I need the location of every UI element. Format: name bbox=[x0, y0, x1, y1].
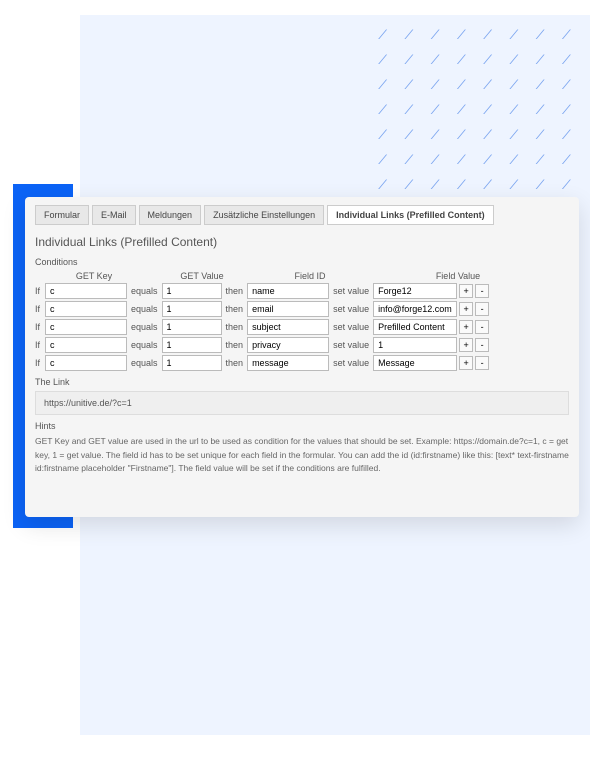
tab-formular[interactable]: Formular bbox=[35, 205, 89, 225]
label-then: then bbox=[226, 358, 244, 368]
add-row-button[interactable]: + bbox=[459, 284, 473, 298]
add-row-button[interactable]: + bbox=[459, 338, 473, 352]
tab-bar: Formular E-Mail Meldungen Zusätzliche Ei… bbox=[35, 205, 569, 225]
get-value-input[interactable] bbox=[162, 301, 222, 317]
remove-row-button[interactable]: - bbox=[475, 338, 489, 352]
get-key-input[interactable] bbox=[45, 319, 127, 335]
remove-row-button[interactable]: - bbox=[475, 302, 489, 316]
get-key-input[interactable] bbox=[45, 355, 127, 371]
label-equals: equals bbox=[131, 322, 158, 332]
header-get-key: GET Key bbox=[35, 271, 153, 281]
label-if: If bbox=[35, 358, 45, 368]
add-row-button[interactable]: + bbox=[459, 320, 473, 334]
hints-text: GET Key and GET value are used in the ur… bbox=[35, 435, 569, 476]
label-set-value: set value bbox=[333, 358, 369, 368]
remove-row-button[interactable]: - bbox=[475, 320, 489, 334]
label-set-value: set value bbox=[333, 304, 369, 314]
label-then: then bbox=[226, 286, 244, 296]
add-row-button[interactable]: + bbox=[459, 356, 473, 370]
label-if: If bbox=[35, 322, 45, 332]
get-value-input[interactable] bbox=[162, 283, 222, 299]
the-link-heading: The Link bbox=[35, 377, 569, 387]
label-if: If bbox=[35, 304, 45, 314]
label-set-value: set value bbox=[333, 286, 369, 296]
field-id-input[interactable] bbox=[247, 319, 329, 335]
field-value-input[interactable] bbox=[373, 283, 457, 299]
label-equals: equals bbox=[131, 304, 158, 314]
label-then: then bbox=[226, 304, 244, 314]
tab-email[interactable]: E-Mail bbox=[92, 205, 136, 225]
header-get-value: GET Value bbox=[153, 271, 251, 281]
conditions-heading: Conditions bbox=[35, 257, 569, 267]
get-key-input[interactable] bbox=[45, 283, 127, 299]
tab-additional[interactable]: Zusätzliche Einstellungen bbox=[204, 205, 324, 225]
add-row-button[interactable]: + bbox=[459, 302, 473, 316]
header-field-value: Field Value bbox=[399, 271, 517, 281]
remove-row-button[interactable]: - bbox=[475, 356, 489, 370]
condition-row: If equals then set value +- bbox=[35, 337, 569, 353]
get-value-input[interactable] bbox=[162, 355, 222, 371]
settings-panel: Formular E-Mail Meldungen Zusätzliche Ei… bbox=[25, 197, 579, 517]
condition-row: If equals then set value +- bbox=[35, 355, 569, 371]
condition-row: If equals then set value +- bbox=[35, 301, 569, 317]
get-value-input[interactable] bbox=[162, 319, 222, 335]
field-id-input[interactable] bbox=[247, 355, 329, 371]
label-then: then bbox=[226, 322, 244, 332]
label-then: then bbox=[226, 340, 244, 350]
label-equals: equals bbox=[131, 358, 158, 368]
link-display: https://unitive.de/?c=1 bbox=[35, 391, 569, 415]
field-id-input[interactable] bbox=[247, 283, 329, 299]
condition-row: If equals then set value +- bbox=[35, 283, 569, 299]
condition-row: If equals then set value +- bbox=[35, 319, 569, 335]
label-set-value: set value bbox=[333, 340, 369, 350]
field-value-input[interactable] bbox=[373, 301, 457, 317]
label-set-value: set value bbox=[333, 322, 369, 332]
field-id-input[interactable] bbox=[247, 301, 329, 317]
field-value-input[interactable] bbox=[373, 355, 457, 371]
get-key-input[interactable] bbox=[45, 301, 127, 317]
tab-meldungen[interactable]: Meldungen bbox=[139, 205, 202, 225]
section-title: Individual Links (Prefilled Content) bbox=[35, 235, 569, 249]
conditions-header: GET Key GET Value Field ID Field Value bbox=[35, 271, 569, 281]
hints-heading: Hints bbox=[35, 421, 569, 431]
label-equals: equals bbox=[131, 286, 158, 296]
remove-row-button[interactable]: - bbox=[475, 284, 489, 298]
hatch-pattern: ⁄⁄⁄⁄⁄⁄⁄⁄⁄⁄⁄⁄⁄⁄⁄⁄⁄⁄⁄⁄⁄⁄⁄⁄⁄⁄⁄⁄⁄⁄⁄⁄⁄⁄⁄⁄⁄⁄⁄⁄… bbox=[370, 22, 580, 222]
label-equals: equals bbox=[131, 340, 158, 350]
conditions-rows: Ifequalsthenset value+-Ifequalsthenset v… bbox=[35, 283, 569, 371]
label-if: If bbox=[35, 286, 45, 296]
get-key-input[interactable] bbox=[45, 337, 127, 353]
header-field-id: Field ID bbox=[251, 271, 369, 281]
get-value-input[interactable] bbox=[162, 337, 222, 353]
field-value-input[interactable] bbox=[373, 319, 457, 335]
field-value-input[interactable] bbox=[373, 337, 457, 353]
tab-individual-links[interactable]: Individual Links (Prefilled Content) bbox=[327, 205, 494, 225]
field-id-input[interactable] bbox=[247, 337, 329, 353]
label-if: If bbox=[35, 340, 45, 350]
